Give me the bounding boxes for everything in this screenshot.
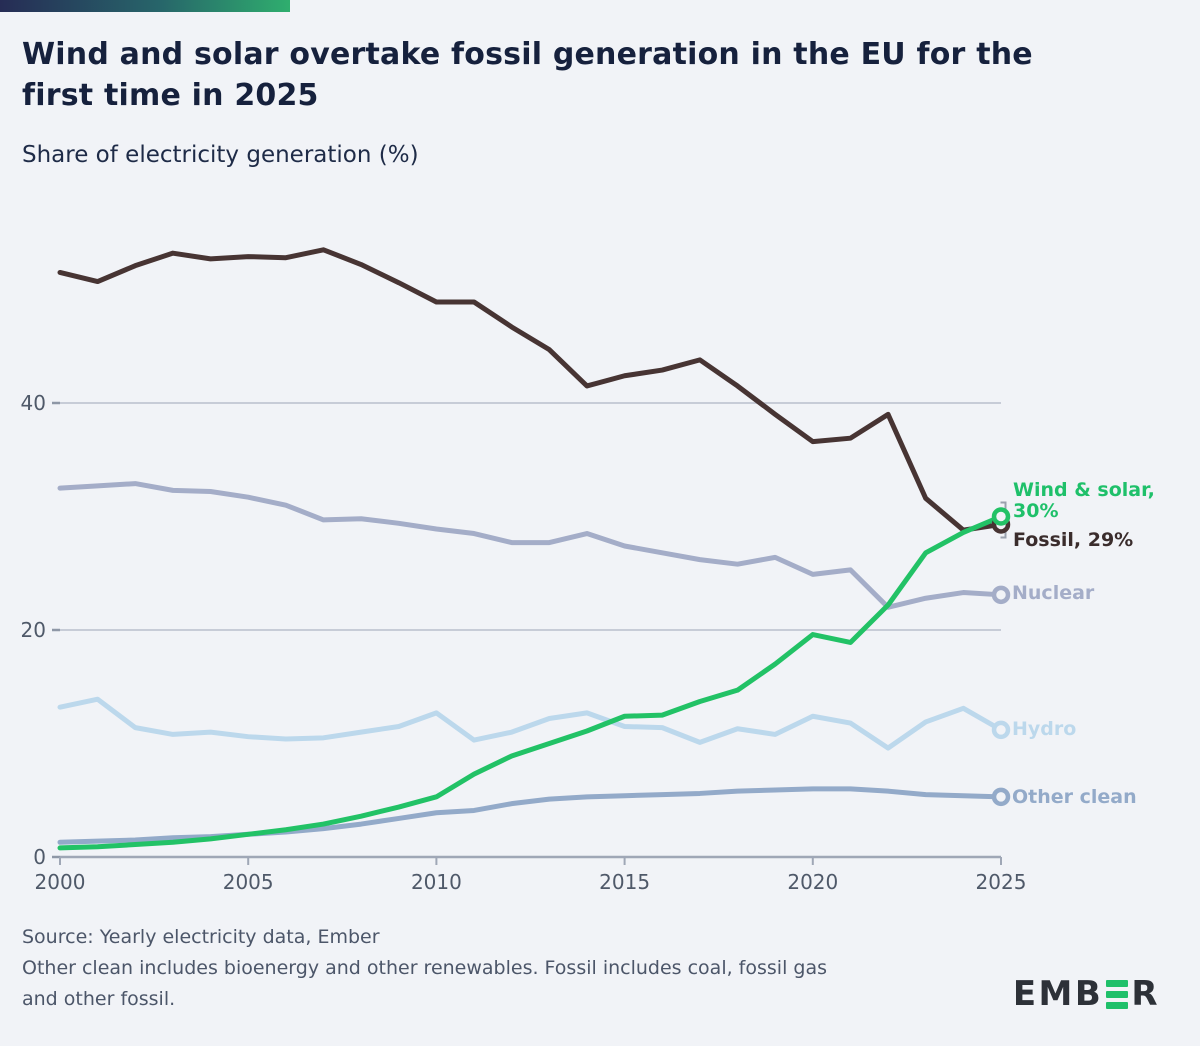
x-tick-label: 2015	[599, 870, 650, 894]
note-line-1: Other clean includes bioenergy and other…	[22, 957, 827, 979]
hydro-line	[57, 696, 1004, 751]
wind-solar-label-text: Wind & solar,	[1013, 479, 1155, 501]
page-title: Wind and solar overtake fossil generatio…	[22, 34, 1172, 116]
logo-text-r: R	[1131, 974, 1160, 1014]
series-label-nuclear: Nuclear	[1012, 582, 1095, 604]
series-label-wind-solar: Wind & solar, 30%	[1013, 480, 1155, 522]
other-clean-line	[57, 786, 1004, 845]
series-label-hydro: Hydro	[1012, 718, 1077, 740]
brand-gradient-bar	[0, 0, 290, 12]
other-clean-end-marker	[991, 787, 1011, 807]
x-tick-label: 2005	[223, 870, 274, 894]
x-tick-label: 2010	[411, 870, 462, 894]
y-tick-label: 40	[21, 391, 46, 415]
hydro-end-marker	[991, 720, 1011, 740]
fossil-line	[57, 247, 1004, 533]
y-tick-label: 0	[33, 845, 46, 869]
ember-logo: EMB R	[1013, 974, 1160, 1014]
logo-green-e-icon	[1106, 979, 1129, 1009]
source-text: Source: Yearly electricity data, Ember	[22, 926, 380, 948]
series-label-other-clean: Other clean	[1012, 786, 1137, 808]
y-tick-label: 20	[21, 618, 46, 642]
series-label-fossil: Fossil, 29%	[1013, 529, 1134, 551]
title-line-2: first time in 2025	[22, 78, 319, 113]
chart-subtitle: Share of electricity generation (%)	[22, 142, 419, 168]
wind-solar-line	[57, 514, 1004, 851]
logo-text-emb: EMB	[1012, 974, 1104, 1014]
footer-notes: Source: Yearly electricity data, Ember O…	[22, 922, 972, 1015]
x-tick-label: 2020	[787, 870, 838, 894]
title-line-1: Wind and solar overtake fossil generatio…	[22, 37, 1033, 72]
x-tick-label: 2000	[35, 870, 86, 894]
x-tick-label: 2025	[976, 870, 1027, 894]
wind-solar-end-marker	[991, 507, 1011, 526]
nuclear-line	[57, 481, 1004, 610]
wind-solar-value-text: 30%	[1013, 500, 1059, 522]
nuclear-end-marker	[991, 585, 1011, 605]
note-line-2: and other fossil.	[22, 988, 176, 1010]
